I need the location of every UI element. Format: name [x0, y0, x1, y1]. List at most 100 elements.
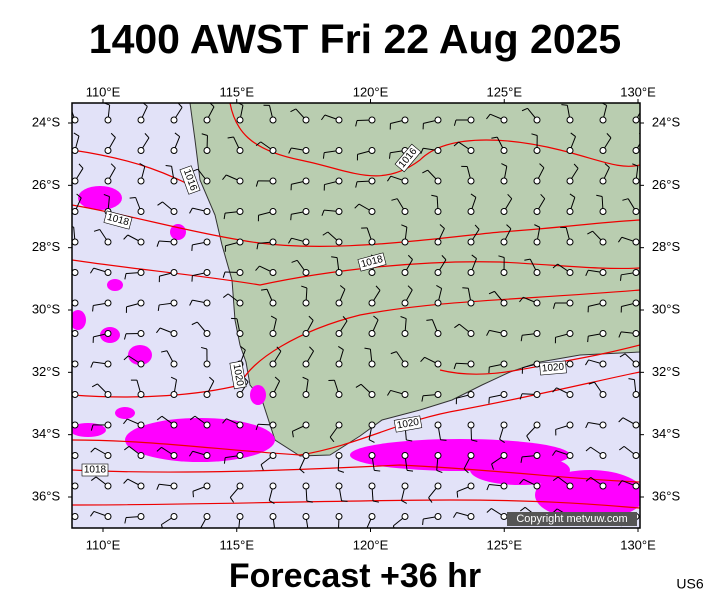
lon-label: 130°E: [620, 84, 656, 99]
lon-label: 130°E: [620, 537, 656, 552]
station: [501, 422, 507, 428]
lat-label: 26°S: [32, 177, 61, 192]
station: [336, 178, 342, 184]
barb-feather: [423, 519, 424, 525]
station: [72, 514, 78, 520]
station: [303, 117, 309, 123]
station: [567, 239, 573, 245]
station: [237, 239, 243, 245]
lon-label: 115°E: [219, 84, 254, 99]
station: [633, 392, 639, 398]
station: [600, 453, 606, 459]
station: [402, 483, 408, 489]
barb-feather: [441, 440, 447, 441]
station: [369, 117, 375, 123]
station: [270, 117, 276, 123]
isobar-label: 1020: [540, 361, 567, 375]
barb-feather: [93, 306, 94, 312]
station: [567, 483, 573, 489]
station: [369, 300, 375, 306]
station: [171, 117, 177, 123]
barb-feather: [130, 197, 136, 198]
station: [336, 453, 342, 459]
station: [72, 300, 78, 306]
station: [435, 392, 441, 398]
station: [534, 331, 540, 337]
station: [402, 331, 408, 337]
station: [435, 148, 441, 154]
station: [105, 453, 111, 459]
station: [567, 209, 573, 215]
station: [303, 361, 309, 367]
station: [501, 514, 507, 520]
station: [435, 239, 441, 245]
station: [204, 361, 210, 367]
station: [204, 514, 210, 520]
station: [105, 483, 111, 489]
station: [204, 392, 210, 398]
station: [72, 453, 78, 459]
station: [204, 331, 210, 337]
station: [534, 148, 540, 154]
station: [633, 483, 639, 489]
station: [402, 514, 408, 520]
station: [501, 178, 507, 184]
station: [402, 270, 408, 276]
station: [369, 392, 375, 398]
station: [336, 239, 342, 245]
station: [105, 300, 111, 306]
station: [633, 270, 639, 276]
station: [105, 392, 111, 398]
station: [567, 300, 573, 306]
station: [171, 209, 177, 215]
lon-label: 120°E: [353, 537, 389, 552]
station: [435, 270, 441, 276]
station: [303, 422, 309, 428]
station: [468, 148, 474, 154]
station: [237, 483, 243, 489]
station: [72, 392, 78, 398]
station: [105, 117, 111, 123]
barb-feather: [166, 166, 172, 167]
station: [270, 514, 276, 520]
barb-feather: [457, 492, 458, 498]
station: [171, 392, 177, 398]
barb-feather: [291, 214, 292, 220]
station: [72, 148, 78, 154]
station: [633, 209, 639, 215]
station: [237, 300, 243, 306]
station: [303, 453, 309, 459]
station: [369, 178, 375, 184]
station: [501, 361, 507, 367]
station: [171, 148, 177, 154]
lat-label: 28°S: [32, 239, 61, 254]
station: [237, 422, 243, 428]
map-code: US6: [676, 576, 703, 592]
station: [534, 270, 540, 276]
barb-feather: [620, 275, 621, 281]
station: [270, 422, 276, 428]
station: [633, 361, 639, 367]
station: [138, 148, 144, 154]
station: [402, 209, 408, 215]
station: [171, 453, 177, 459]
station: [105, 239, 111, 245]
station: [567, 270, 573, 276]
station: [600, 209, 606, 215]
station: [303, 178, 309, 184]
rain-area: [78, 186, 122, 210]
barb-feather: [193, 491, 194, 497]
station: [171, 422, 177, 428]
station: [435, 300, 441, 306]
lat-label: 26°S: [652, 177, 681, 192]
lat-label: 30°S: [652, 301, 681, 316]
lat-label: 32°S: [652, 364, 681, 379]
lat-label: 28°S: [652, 239, 681, 254]
station: [138, 270, 144, 276]
station: [204, 270, 210, 276]
station: [138, 392, 144, 398]
station: [600, 422, 606, 428]
station: [633, 422, 639, 428]
station: [435, 117, 441, 123]
station: [501, 483, 507, 489]
